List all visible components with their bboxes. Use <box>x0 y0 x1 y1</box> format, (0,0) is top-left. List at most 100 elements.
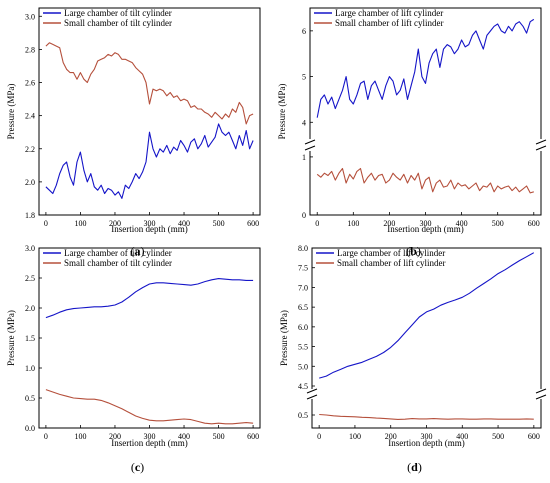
y-tick-label: 3.0 <box>25 244 35 253</box>
panel-c: 0 100 200 300 400 500 600 0.0 0.5 1.0 1.5 2.0 2.5 3.0… <box>6 244 261 474</box>
series-line-large-chamber <box>319 252 535 379</box>
plot-frame <box>309 7 542 216</box>
y-tick-label: 5 <box>302 73 306 82</box>
panel-caption: (a) <box>131 244 145 258</box>
x-axis-title: Insertion depth (mm) <box>111 438 187 448</box>
y-tick-label: 1.8 <box>25 211 35 220</box>
y-tick-label: 6.0 <box>298 323 308 332</box>
x-tick-label: 0 <box>315 219 319 228</box>
panel-caption: (d) <box>407 460 422 474</box>
axis-break-mark <box>306 388 318 394</box>
y-tick-label: 2.0 <box>25 178 35 187</box>
axis-break-gap <box>536 139 546 151</box>
x-tick-label: 600 <box>247 432 259 441</box>
x-tick-label: 200 <box>109 432 121 441</box>
y-tick-label: 1.5 <box>25 334 35 343</box>
series-line-small-chamber <box>45 389 254 425</box>
x-axis-title: Insertion depth (mm) <box>388 438 464 448</box>
x-tick-label: 200 <box>383 219 395 228</box>
legend-label: Small chamber of lift cylinder <box>337 258 445 268</box>
axis-break-mark <box>304 139 316 145</box>
legend-label: Small chamber of lift cylinder <box>335 18 443 28</box>
y-tick-label: 7.0 <box>298 283 308 292</box>
y-axis-title: Pressure (MPa) <box>277 84 287 140</box>
x-tick-label: 400 <box>178 219 190 228</box>
axis-break-mark <box>535 388 547 394</box>
legend-label: Large chamber of tilt cylinder <box>64 8 172 18</box>
y-axis-title: Pressure (MPa) <box>6 84 16 140</box>
y-tick-label: 3.0 <box>25 12 35 21</box>
x-tick-label: 100 <box>347 219 359 228</box>
legend-label: Large chamber of lift cylinder <box>335 8 443 18</box>
axis-break-mark <box>306 394 318 400</box>
panel-caption: (c) <box>131 460 144 474</box>
x-tick-label: 600 <box>247 219 259 228</box>
series-line-large-chamber <box>45 278 254 319</box>
x-tick-label: 200 <box>109 219 121 228</box>
y-tick-label: 6 <box>302 27 306 36</box>
y-tick-label: 8.0 <box>298 244 308 253</box>
y-tick-label: 2.0 <box>25 304 35 313</box>
y-tick-label: 2.6 <box>25 79 35 88</box>
series-line-small-chamber <box>316 167 534 194</box>
axis-break-mark <box>535 139 547 145</box>
x-axis-title: Insertion depth (mm) <box>387 224 463 234</box>
y-tick-label: 4.5 <box>298 382 308 391</box>
panel-a: 0 100 200 300 400 500 600 1.8 2.0 2.2 2.4 2.6 2.8 3.0… <box>6 7 261 258</box>
axis-break-gap <box>307 389 317 399</box>
axis-break-mark <box>304 145 316 151</box>
y-tick-label: 2.2 <box>25 145 35 154</box>
x-tick-label: 0 <box>44 432 48 441</box>
x-tick-label: 400 <box>456 432 468 441</box>
x-tick-label: 500 <box>492 432 504 441</box>
x-tick-label: 100 <box>74 219 86 228</box>
legend-label: Small chamber of tilt cylinder <box>64 258 172 268</box>
axis-break-gap <box>536 389 546 399</box>
axis-break-mark <box>535 394 547 400</box>
y-axis-title: Pressure (MPa) <box>6 310 16 366</box>
y-tick-label: 2.4 <box>25 112 35 121</box>
plot-frame <box>38 247 261 429</box>
y-tick-label: 0.5 <box>298 411 308 420</box>
legend-label: Large chamber of lift cylinder <box>337 248 445 258</box>
y-tick-label: 2.8 <box>25 45 35 54</box>
x-tick-label: 300 <box>420 219 432 228</box>
series-line-small-chamber <box>45 42 254 125</box>
y-tick-label: 7.5 <box>298 264 308 273</box>
y-tick-label: 4 <box>302 118 306 127</box>
axis-break-mark <box>535 145 547 151</box>
legend-label: Small chamber of tilt cylinder <box>64 18 172 28</box>
x-tick-label: 0 <box>317 432 321 441</box>
series-line-large-chamber <box>316 18 535 118</box>
y-tick-label: 0.5 <box>25 394 35 403</box>
x-tick-label: 500 <box>492 219 504 228</box>
x-tick-label: 300 <box>144 219 156 228</box>
x-tick-label: 400 <box>178 432 190 441</box>
y-axis-title: Pressure (MPa) <box>279 310 289 366</box>
y-tick-label: 5.5 <box>298 343 308 352</box>
x-tick-label: 300 <box>421 432 433 441</box>
series-line-large-chamber <box>45 123 254 199</box>
x-tick-label: 100 <box>349 432 361 441</box>
y-tick-label: 1 <box>302 153 306 162</box>
x-tick-label: 400 <box>456 219 468 228</box>
x-tick-label: 200 <box>385 432 397 441</box>
x-tick-label: 600 <box>528 432 540 441</box>
plot-frame <box>38 7 261 216</box>
y-tick-label: 1.0 <box>25 364 35 373</box>
axis-break-gap <box>305 139 315 151</box>
x-tick-label: 300 <box>144 432 156 441</box>
x-tick-label: 500 <box>213 432 225 441</box>
x-tick-label: 0 <box>44 219 48 228</box>
legend-label: Large chamber of tilt cylinder <box>64 248 172 258</box>
x-axis-title: Insertion depth (mm) <box>111 224 187 234</box>
x-tick-label: 100 <box>74 432 86 441</box>
x-tick-label: 600 <box>528 219 540 228</box>
y-tick-label: 0 <box>302 211 306 220</box>
y-tick-label: 2.5 <box>25 274 35 283</box>
x-tick-label: 500 <box>213 219 225 228</box>
panel-caption: (b) <box>406 244 421 258</box>
y-tick-label: 6.5 <box>298 303 308 312</box>
y-tick-label: 5.0 <box>298 362 308 371</box>
